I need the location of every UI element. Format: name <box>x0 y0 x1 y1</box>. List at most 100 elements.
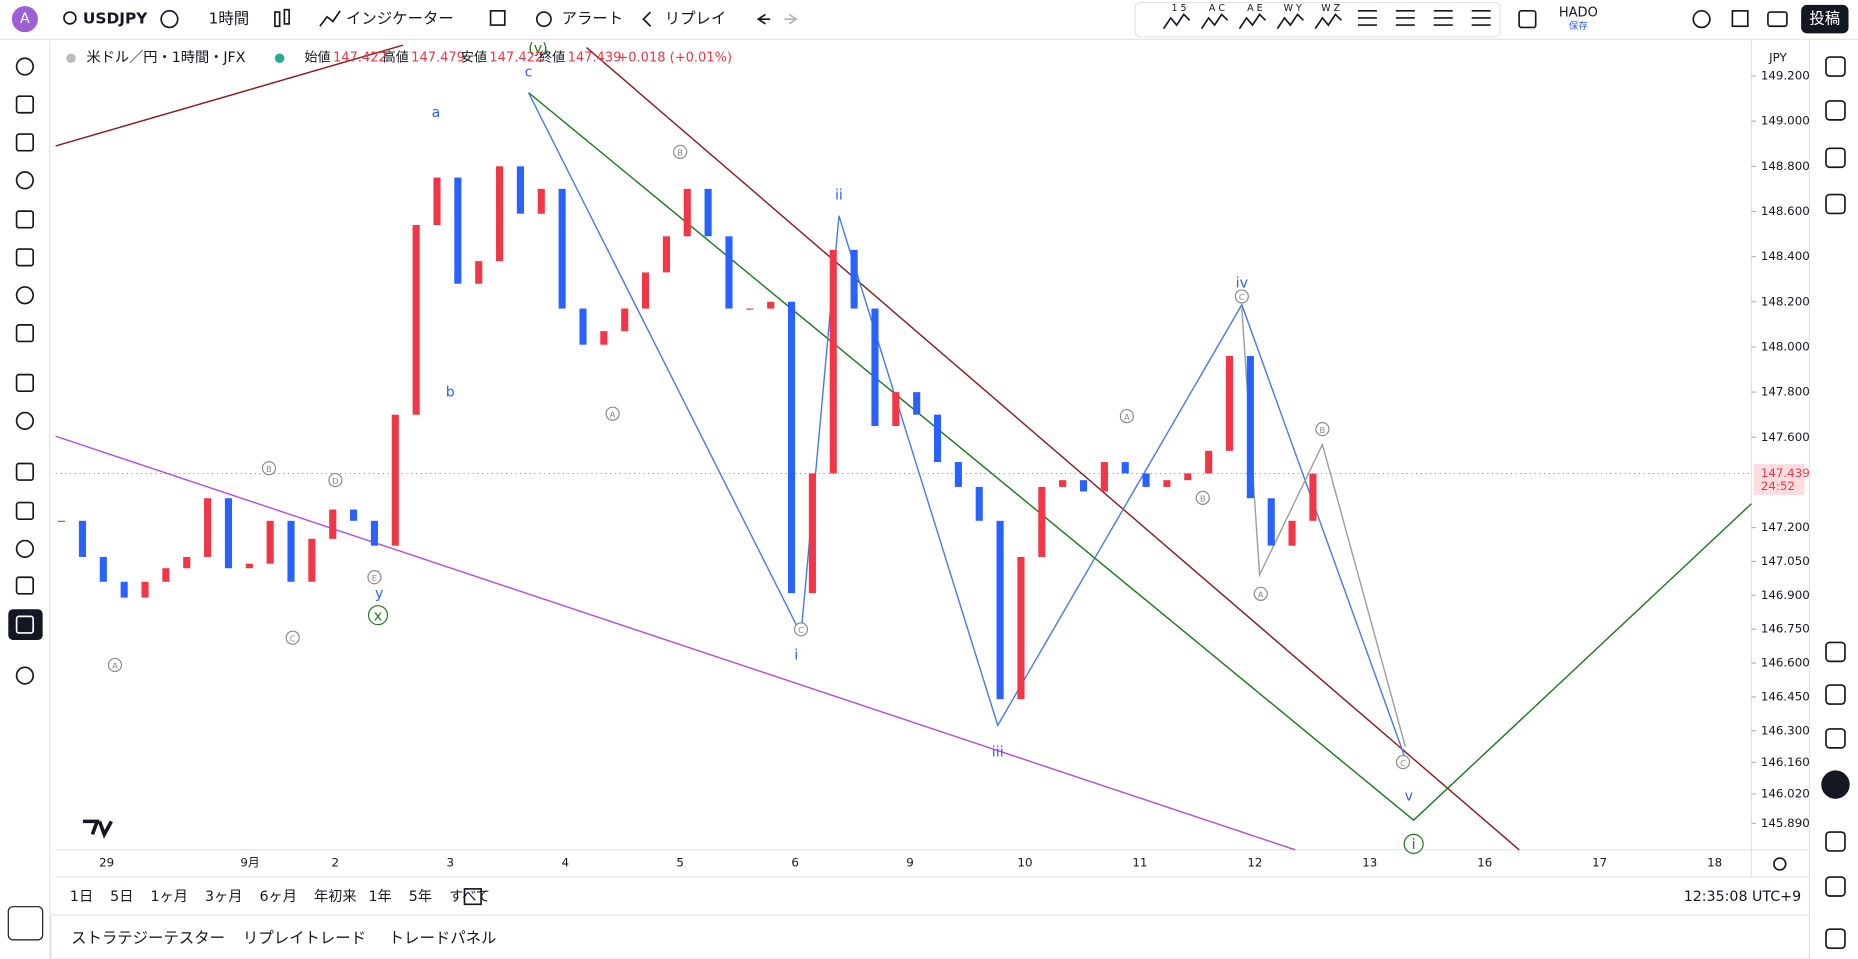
settings[interactable] <box>1692 10 1711 29</box>
range-button[interactable]: 1ヶ月 <box>150 889 187 905</box>
sidebar-icon[interactable] <box>1825 928 1846 949</box>
tool-icon[interactable] <box>15 57 35 76</box>
tool-icon[interactable] <box>15 666 35 685</box>
bottom-tab[interactable]: ストラテジーテスター <box>71 929 225 947</box>
wave-circle <box>285 630 300 645</box>
candle <box>475 261 483 284</box>
axis-settings[interactable] <box>1773 857 1787 871</box>
templates[interactable] <box>489 10 506 26</box>
wave-tool-label[interactable]: 1 5 <box>1171 3 1186 14</box>
tool-icon[interactable] <box>15 286 35 305</box>
candle <box>1142 473 1150 487</box>
last-price-label: 147.439 <box>1761 466 1810 480</box>
wave-circle <box>367 605 389 626</box>
sidebar-icon[interactable] <box>1825 147 1846 169</box>
wave-label: A <box>112 661 118 671</box>
fullscreen[interactable] <box>1731 10 1749 28</box>
publish-button[interactable] <box>1801 4 1849 34</box>
tool-icon[interactable] <box>15 411 35 430</box>
add-symbol[interactable] <box>160 10 179 29</box>
chart-type[interactable] <box>274 11 281 28</box>
range-button[interactable]: 6ヶ月 <box>260 889 297 905</box>
tool-icon[interactable] <box>15 615 35 634</box>
range-button[interactable]: 5日 <box>110 889 133 905</box>
range-button[interactable]: 1日 <box>70 889 93 905</box>
wave-tool-label[interactable]: W Y <box>1284 3 1302 14</box>
tool-icon[interactable] <box>1471 10 1491 26</box>
tool-icon[interactable] <box>15 576 35 595</box>
sidebar-icon[interactable] <box>1825 831 1846 852</box>
tool-icon[interactable] <box>15 373 35 393</box>
candle <box>1038 486 1046 557</box>
candle <box>433 177 441 226</box>
candle <box>662 236 670 273</box>
candle <box>141 581 149 598</box>
range-button[interactable]: 年初来 <box>314 888 357 905</box>
x-tick-label: 13 <box>1362 855 1377 869</box>
snapshot[interactable] <box>1767 11 1788 28</box>
tool-icon[interactable] <box>15 171 35 190</box>
tool-icon[interactable] <box>1433 10 1453 26</box>
tool-icon[interactable] <box>15 95 35 114</box>
tool-icon[interactable] <box>1395 10 1415 26</box>
tool-icon[interactable] <box>15 133 35 152</box>
square-tool[interactable] <box>1518 10 1537 29</box>
range-button[interactable]: 1年 <box>369 888 392 905</box>
wave-tool-label[interactable]: A E <box>1247 3 1262 14</box>
tool-icon[interactable] <box>15 501 35 521</box>
tool-icon[interactable] <box>15 210 35 229</box>
y-tick-label: 148.800 <box>1761 159 1810 173</box>
apps[interactable] <box>1821 770 1850 799</box>
tool-icon[interactable] <box>15 248 35 267</box>
candle <box>933 414 942 463</box>
layout-name[interactable]: HADO <box>1559 6 1598 21</box>
undo[interactable] <box>756 13 771 25</box>
indicators[interactable]: インジケーター <box>346 10 454 28</box>
date-range[interactable] <box>463 888 482 906</box>
x-tick-label: 4 <box>561 855 569 869</box>
sidebar-icon[interactable] <box>1825 641 1846 663</box>
x-tick-label: 10 <box>1017 855 1032 869</box>
redo[interactable] <box>784 13 798 25</box>
symbol[interactable]: USDJPY <box>83 10 148 28</box>
candle <box>829 249 837 474</box>
wave-label: B <box>1320 425 1326 435</box>
candle <box>600 331 608 345</box>
candle <box>621 308 629 332</box>
avatar[interactable] <box>11 6 38 33</box>
tool-icon[interactable] <box>1357 10 1377 26</box>
candle <box>1225 355 1234 451</box>
sidebar-icon[interactable] <box>1825 100 1846 121</box>
replay[interactable]: リプレイ <box>665 10 727 28</box>
x-tick-label: 9月 <box>240 855 259 869</box>
sidebar-icon[interactable] <box>1825 193 1846 215</box>
trend-line <box>586 47 1520 851</box>
y-tick-label: 148.600 <box>1761 204 1810 218</box>
sidebar-icon[interactable] <box>1825 728 1846 749</box>
wave-tool-label[interactable]: W Z <box>1321 3 1340 14</box>
candle <box>996 520 1004 700</box>
range-button[interactable]: 3ヶ月 <box>205 889 242 905</box>
range-button[interactable]: 5年 <box>409 888 432 905</box>
tool-icon[interactable] <box>15 324 35 343</box>
last-price-tag <box>1753 464 1805 495</box>
sidebar-icon[interactable] <box>1825 876 1846 897</box>
candle <box>975 486 983 521</box>
alert-icon <box>535 11 552 28</box>
tool-icon[interactable] <box>15 539 35 558</box>
currency[interactable]: JPY <box>1768 51 1787 65</box>
interval[interactable]: 1時間 <box>209 10 250 28</box>
sidebar-icon[interactable] <box>1825 684 1846 705</box>
wave-circle <box>1315 422 1330 437</box>
alert[interactable]: アラート <box>562 10 624 28</box>
candle <box>224 498 233 569</box>
tool-icon[interactable] <box>15 462 35 481</box>
range-button[interactable]: すべて <box>449 888 490 905</box>
favorites[interactable] <box>7 906 44 941</box>
wave-tool-label[interactable]: A C <box>1209 3 1225 14</box>
bottom-tab[interactable]: リプレイトレード <box>243 929 366 947</box>
sidebar-icon[interactable] <box>1825 56 1846 77</box>
bottom-tab[interactable]: トレードパネル <box>389 929 497 947</box>
